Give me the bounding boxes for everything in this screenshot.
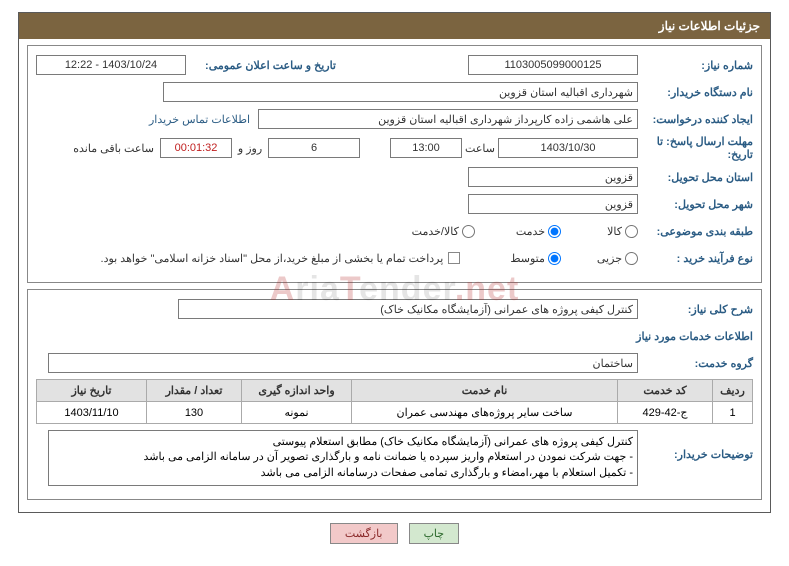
- radio-goods-service[interactable]: [462, 225, 475, 238]
- service-group-field: [48, 353, 638, 373]
- print-button[interactable]: چاپ: [409, 523, 460, 544]
- buyer-org-field: [163, 82, 638, 102]
- requester-field: [258, 109, 638, 129]
- service-group-label: گروه خدمت:: [638, 357, 753, 370]
- th-code: کد خدمت: [618, 380, 713, 402]
- countdown-field: [160, 138, 232, 158]
- delivery-province-field: [468, 167, 638, 187]
- need-number-field: [468, 55, 638, 75]
- treasury-checkbox[interactable]: [448, 252, 460, 264]
- radio-service[interactable]: [548, 225, 561, 238]
- days-remaining-field: [268, 138, 360, 158]
- services-info-heading: اطلاعات خدمات مورد نیاز: [632, 330, 753, 343]
- days-and-label: روز و: [232, 142, 268, 155]
- remain-label: ساعت باقی مانده: [73, 142, 154, 155]
- buyer-contact-link[interactable]: اطلاعات تماس خریدار: [149, 113, 250, 126]
- delivery-province-label: استان محل تحویل:: [638, 171, 753, 184]
- th-unit: واحد اندازه گیری: [242, 380, 352, 402]
- delivery-city-label: شهر محل تحویل:: [638, 198, 753, 211]
- details-panel: جزئیات اطلاعات نیاز شماره نیاز: تاریخ و …: [18, 12, 771, 513]
- th-date: تاریخ نیاز: [37, 380, 147, 402]
- table-row: 1 ج-42-429 ساخت سایر پروژه‌های مهندسی عم…: [37, 402, 753, 424]
- buyer-notes-field: [48, 430, 638, 486]
- radio-minor[interactable]: [625, 252, 638, 265]
- need-desc-fieldset: شرح کلی نیاز: اطلاعات خدمات مورد نیاز گر…: [27, 289, 762, 500]
- need-number-label: شماره نیاز:: [638, 59, 753, 72]
- subject-category-label: طبقه بندی موضوعی:: [638, 225, 753, 238]
- treasury-note: پرداخت تمام یا بخشی از مبلغ خرید،از محل …: [101, 252, 444, 265]
- th-qty: تعداد / مقدار: [147, 380, 242, 402]
- time-label: ساعت: [462, 142, 498, 155]
- process-type-radios: جزیی متوسط: [510, 252, 638, 265]
- need-desc-field: [178, 299, 638, 319]
- services-table: ردیف کد خدمت نام خدمت واحد اندازه گیری ت…: [36, 379, 753, 424]
- subject-category-radios: کالا خدمت کالا/خدمت: [412, 225, 638, 238]
- radio-goods[interactable]: [625, 225, 638, 238]
- back-button[interactable]: بازگشت: [330, 523, 398, 544]
- deadline-time-field: [390, 138, 462, 158]
- process-type-label: نوع فرآیند خرید :: [638, 252, 753, 265]
- requester-label: ایجاد کننده درخواست:: [638, 113, 753, 126]
- header-fieldset: شماره نیاز: تاریخ و ساعت اعلان عمومی: نا…: [27, 45, 762, 283]
- buyer-org-label: نام دستگاه خریدار:: [638, 86, 753, 99]
- announce-datetime-field: [36, 55, 186, 75]
- th-row: ردیف: [713, 380, 753, 402]
- need-desc-label: شرح کلی نیاز:: [638, 303, 753, 316]
- deadline-label: مهلت ارسال پاسخ: تا تاریخ:: [638, 135, 753, 161]
- announce-label: تاریخ و ساعت اعلان عمومی:: [186, 59, 336, 72]
- delivery-city-field: [468, 194, 638, 214]
- deadline-date-field: [498, 138, 638, 158]
- th-name: نام خدمت: [352, 380, 618, 402]
- panel-title: جزئیات اطلاعات نیاز: [19, 13, 770, 39]
- radio-medium[interactable]: [548, 252, 561, 265]
- buyer-notes-label: توضیحات خریدار:: [638, 430, 753, 461]
